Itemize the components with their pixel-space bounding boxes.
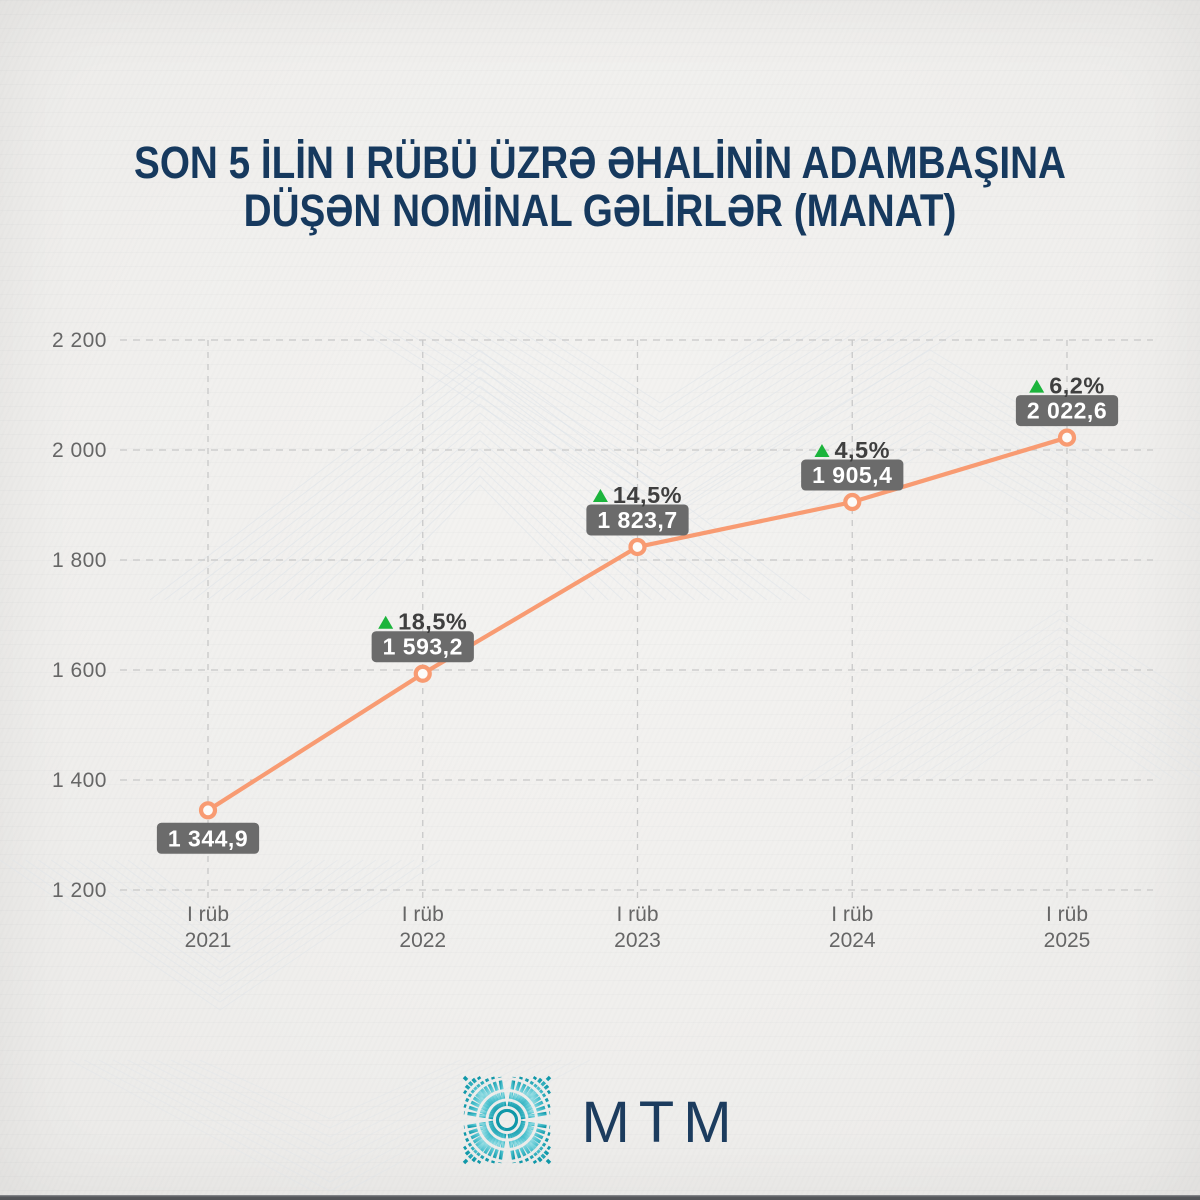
brand-name: MTM — [581, 1089, 741, 1155]
chart-title-line2: DÜŞƏN NOMİNAL GƏLİRLƏR (MANAT) — [243, 185, 957, 236]
up-triangle-icon — [1029, 379, 1045, 393]
pct-change-label: 14,5% — [592, 482, 682, 508]
y-axis-tick-label: 1 200 — [52, 879, 107, 902]
logo-ray — [514, 1104, 552, 1120]
y-axis-tick-label: 1 600 — [52, 659, 107, 682]
up-triangle-icon — [378, 615, 394, 629]
logo-ray — [498, 1076, 508, 1113]
logo-ray — [463, 1082, 503, 1117]
data-point-marker[interactable] — [628, 537, 647, 557]
watermark-chevron — [0, 859, 441, 1011]
logo-ray — [515, 1119, 551, 1129]
up-triangle-icon — [592, 488, 608, 502]
pct-change-label: 18,5% — [378, 609, 467, 635]
logo-ray — [463, 1122, 502, 1144]
x-axis-tick-label: 2025 — [1044, 929, 1091, 952]
svg-text:2 022,6: 2 022,6 — [1027, 398, 1107, 424]
watermark-chevron — [799, 609, 1200, 781]
y-axis-tick-label: 1 800 — [52, 549, 107, 572]
chart-title: SON 5 İLİN I RÜBÜ ÜZRƏ ƏHALİNİN ADAMBAŞI… — [0, 139, 1200, 235]
logo-ray — [484, 1126, 506, 1164]
logo-ray — [491, 1127, 507, 1164]
logo-ray — [463, 1123, 503, 1158]
logo-ray — [507, 1076, 517, 1113]
logo-ray — [508, 1076, 524, 1113]
x-axis-tick-label: I rüb — [616, 903, 658, 926]
watermark-chevron — [149, 349, 811, 601]
value-label: 2 022,6 — [1015, 395, 1119, 427]
value-label: 1 593,2 — [371, 631, 474, 663]
value-label: 1 905,4 — [801, 459, 904, 491]
chart-title-line1: SON 5 İLİN I RÜBÜ ÜZRƏ ƏHALİNİN ADAMBAŞI… — [134, 137, 1066, 188]
value-label-box — [586, 504, 689, 536]
logo-ray — [512, 1082, 552, 1117]
logo-ray — [512, 1123, 552, 1158]
logo-ray — [509, 1126, 531, 1164]
data-point-marker[interactable] — [198, 801, 218, 820]
x-axis-tick-label: I rüb — [187, 903, 229, 926]
value-label: 1 823,7 — [586, 504, 689, 536]
logo-ray — [470, 1125, 504, 1165]
x-axis-tick-label: 2021 — [185, 929, 232, 952]
logo-ray — [463, 1096, 502, 1118]
logo-ray — [498, 1127, 508, 1164]
data-point-marker[interactable] — [413, 664, 432, 683]
svg-text:1 905,4: 1 905,4 — [812, 462, 892, 488]
logo-ray — [513, 1122, 552, 1144]
logo-ray — [507, 1127, 517, 1164]
logo-ray — [463, 1104, 501, 1120]
x-axis-tick-label: I rüb — [831, 903, 873, 926]
mtm-logo-icon — [463, 1075, 552, 1165]
y-axis-tick-label: 2 200 — [52, 329, 107, 352]
value-label-box — [371, 631, 474, 663]
svg-text:1 593,2: 1 593,2 — [383, 634, 463, 660]
value-label: 1 344,9 — [156, 822, 260, 854]
logo-ray — [477, 1076, 505, 1115]
y-axis-tick-label: 2 000 — [52, 439, 107, 462]
logo-ray — [513, 1089, 552, 1117]
logo-ray — [477, 1125, 505, 1164]
x-axis-tick-label: 2024 — [829, 929, 876, 952]
svg-text:1 344,9: 1 344,9 — [168, 825, 248, 851]
svg-text:1 823,7: 1 823,7 — [597, 507, 677, 533]
x-axis-tick-label: 2023 — [614, 929, 661, 952]
x-axis-tick-label: 2022 — [399, 929, 446, 952]
paper-bottom-edge — [0, 1195, 1200, 1200]
svg-text:6,2%: 6,2% — [1049, 373, 1105, 399]
x-axis-tick-label: I rüb — [402, 903, 444, 926]
logo-ray — [491, 1076, 507, 1113]
pct-change-label: 6,2% — [1029, 373, 1105, 399]
svg-text:18,5%: 18,5% — [398, 609, 467, 635]
logo-ray — [463, 1089, 502, 1117]
logo-ray — [464, 1111, 500, 1121]
value-label-box — [801, 459, 904, 491]
logo-ray — [513, 1096, 552, 1118]
footer-branding: MTM — [0, 1060, 1200, 1180]
logo-ray — [515, 1111, 551, 1121]
logo-ray — [509, 1076, 531, 1114]
y-axis-tick-label: 1 400 — [52, 769, 107, 792]
data-point-marker[interactable] — [843, 492, 862, 512]
data-point-marker[interactable] — [1057, 428, 1077, 447]
logo-ray — [508, 1127, 524, 1164]
logo-ray — [463, 1120, 501, 1136]
logo-ray — [464, 1119, 500, 1129]
logo-ray — [484, 1076, 506, 1114]
logo-ray — [514, 1120, 552, 1136]
up-triangle-icon — [814, 444, 830, 458]
svg-text:14,5%: 14,5% — [613, 482, 682, 508]
pct-change-label: 4,5% — [814, 437, 890, 463]
value-label-box — [156, 822, 260, 854]
value-label-box — [1015, 395, 1119, 427]
logo-ray — [470, 1075, 504, 1115]
x-axis-tick-label: I rüb — [1046, 903, 1088, 926]
svg-text:4,5%: 4,5% — [834, 437, 890, 463]
